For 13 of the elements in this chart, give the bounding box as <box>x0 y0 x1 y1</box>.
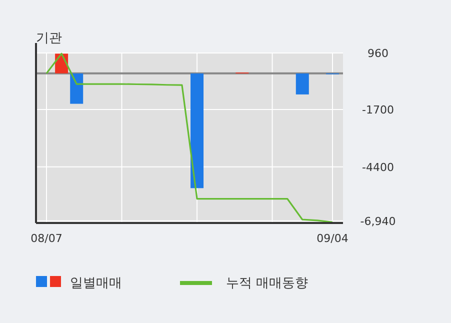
y-tick-label: -1700 <box>362 104 394 117</box>
legend-label: 일별매매 <box>70 276 122 291</box>
y-tick-label: -4400 <box>362 160 394 174</box>
bar <box>70 73 84 104</box>
bar <box>190 73 204 188</box>
legend-label: 누적 매매동향 <box>226 276 308 291</box>
x-tick-label: 09/04 <box>316 232 348 245</box>
bar <box>296 73 309 94</box>
chart-title: 기관 <box>36 31 62 46</box>
y-tick-label: -6,940 <box>360 214 396 228</box>
line-series <box>46 52 334 223</box>
x-tick-label: 08/07 <box>30 232 62 245</box>
y-tick-label: 960 <box>368 47 388 60</box>
